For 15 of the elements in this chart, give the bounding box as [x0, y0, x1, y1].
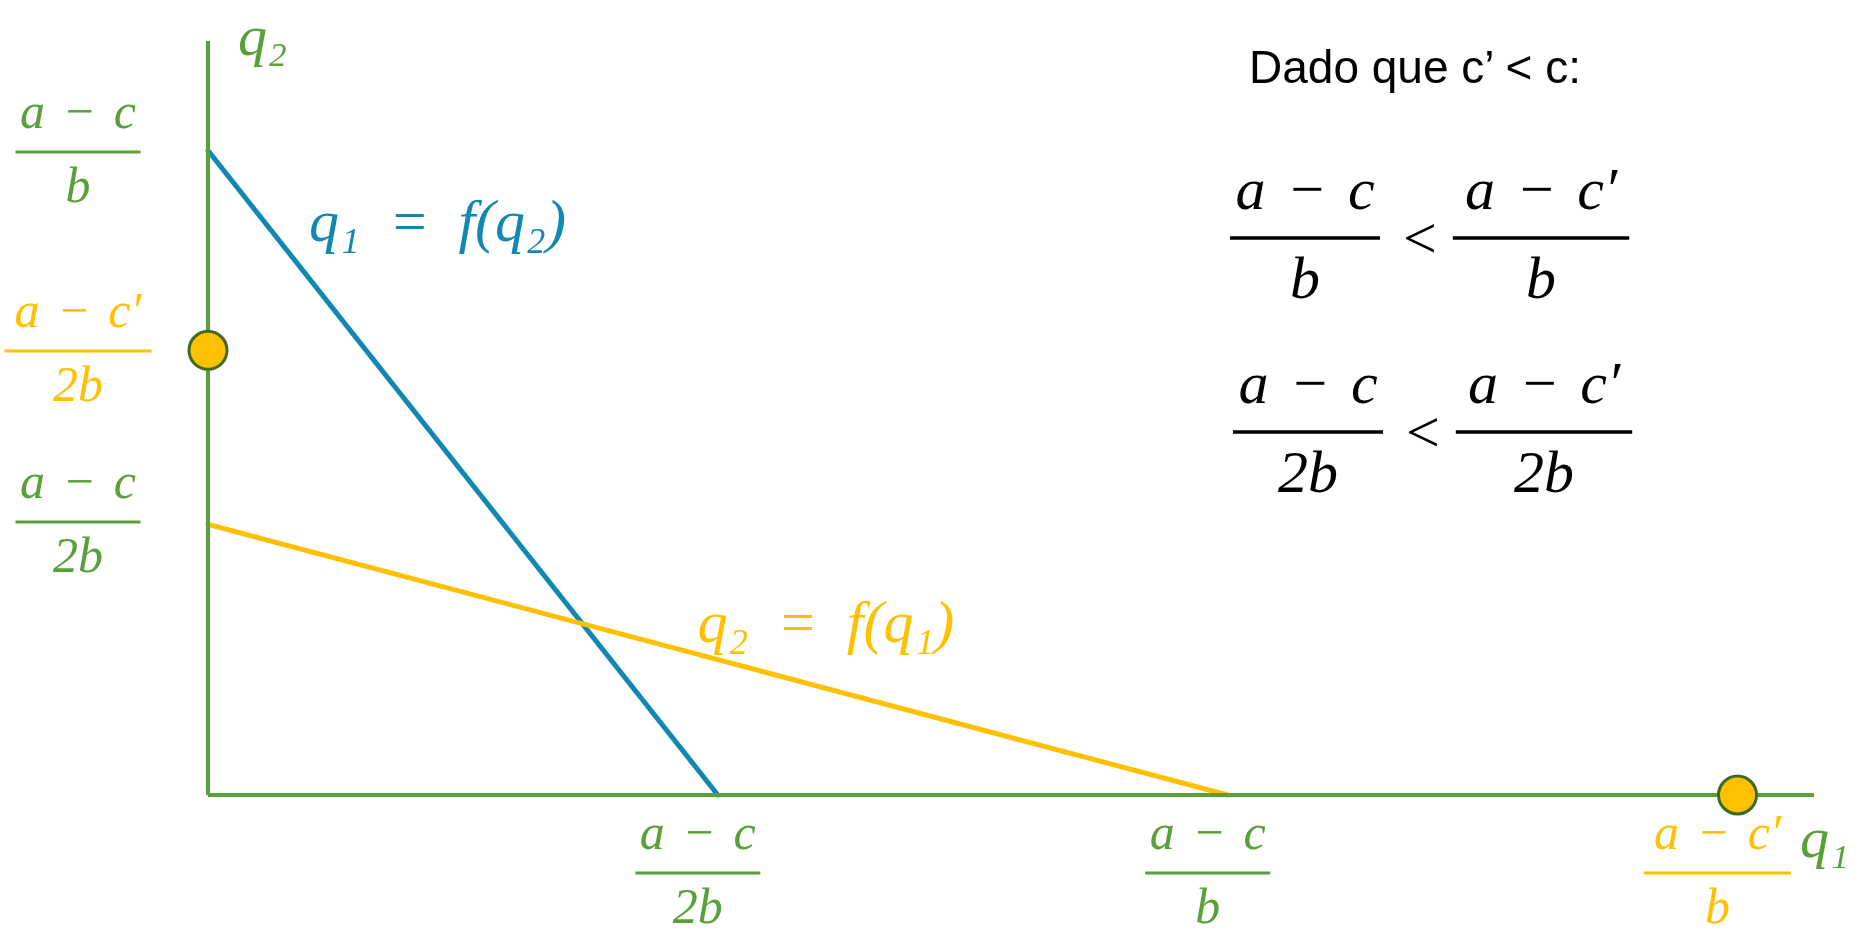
- x-tick-label: a − c 2b: [639, 804, 756, 934]
- annotation: <: [1406, 399, 1440, 465]
- x-tick-label: a − c′ b: [1654, 804, 1783, 934]
- series-label: q₂ = f(q₁): [697, 589, 955, 656]
- x-axis-title: q₁: [1800, 805, 1850, 870]
- text: Dado que c’ < c:: [1249, 41, 1581, 93]
- text: a − c b: [20, 83, 136, 213]
- annotation: <: [1403, 205, 1437, 271]
- y-axis-title: q₂: [238, 3, 288, 68]
- annotation: a − c 2b: [1238, 350, 1378, 505]
- text: a − c′ 2b: [14, 282, 143, 412]
- text: a − c 2b: [20, 453, 136, 583]
- series-label: q₁ = f(q₂): [309, 188, 566, 255]
- annotation: a − c′ 2b: [1467, 350, 1621, 505]
- x-tick-label: a − c b: [1149, 804, 1266, 934]
